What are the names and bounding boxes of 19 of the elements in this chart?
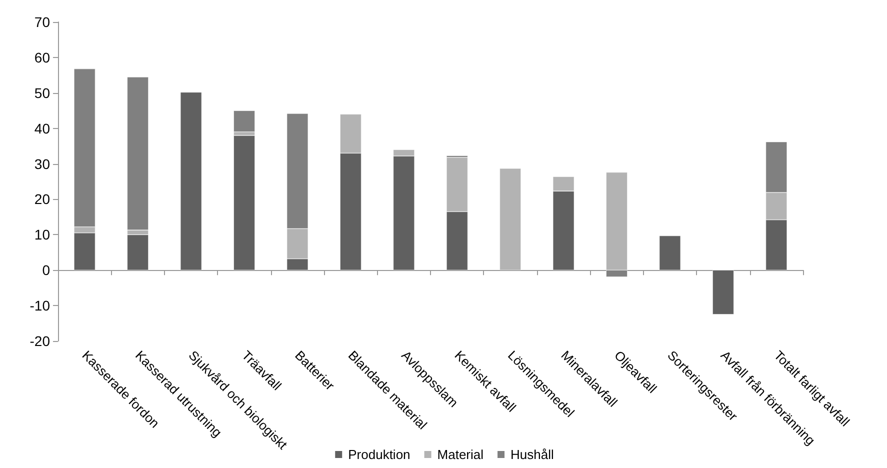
y-tick-label: -20 xyxy=(30,333,50,349)
bar xyxy=(500,168,521,270)
legend-label: Hushåll xyxy=(510,447,554,462)
legend-label: Produktion xyxy=(348,447,410,462)
y-tick-label: 50 xyxy=(34,84,50,101)
y-tick-label: 60 xyxy=(34,49,50,66)
bar xyxy=(659,236,681,270)
legend-label: Material xyxy=(437,447,484,462)
y-tick-label: 40 xyxy=(34,120,50,136)
y-tick-label: 10 xyxy=(34,226,50,243)
y-tick-label: -10 xyxy=(30,298,50,314)
y-tick-label: 70 xyxy=(34,14,50,30)
y-tick-label: 30 xyxy=(34,156,50,172)
y-tick-label: 20 xyxy=(34,191,50,208)
bar xyxy=(234,135,255,270)
bar xyxy=(234,110,255,132)
bar xyxy=(712,270,734,314)
y-tick-label: 0 xyxy=(42,262,50,278)
bar xyxy=(180,92,202,270)
